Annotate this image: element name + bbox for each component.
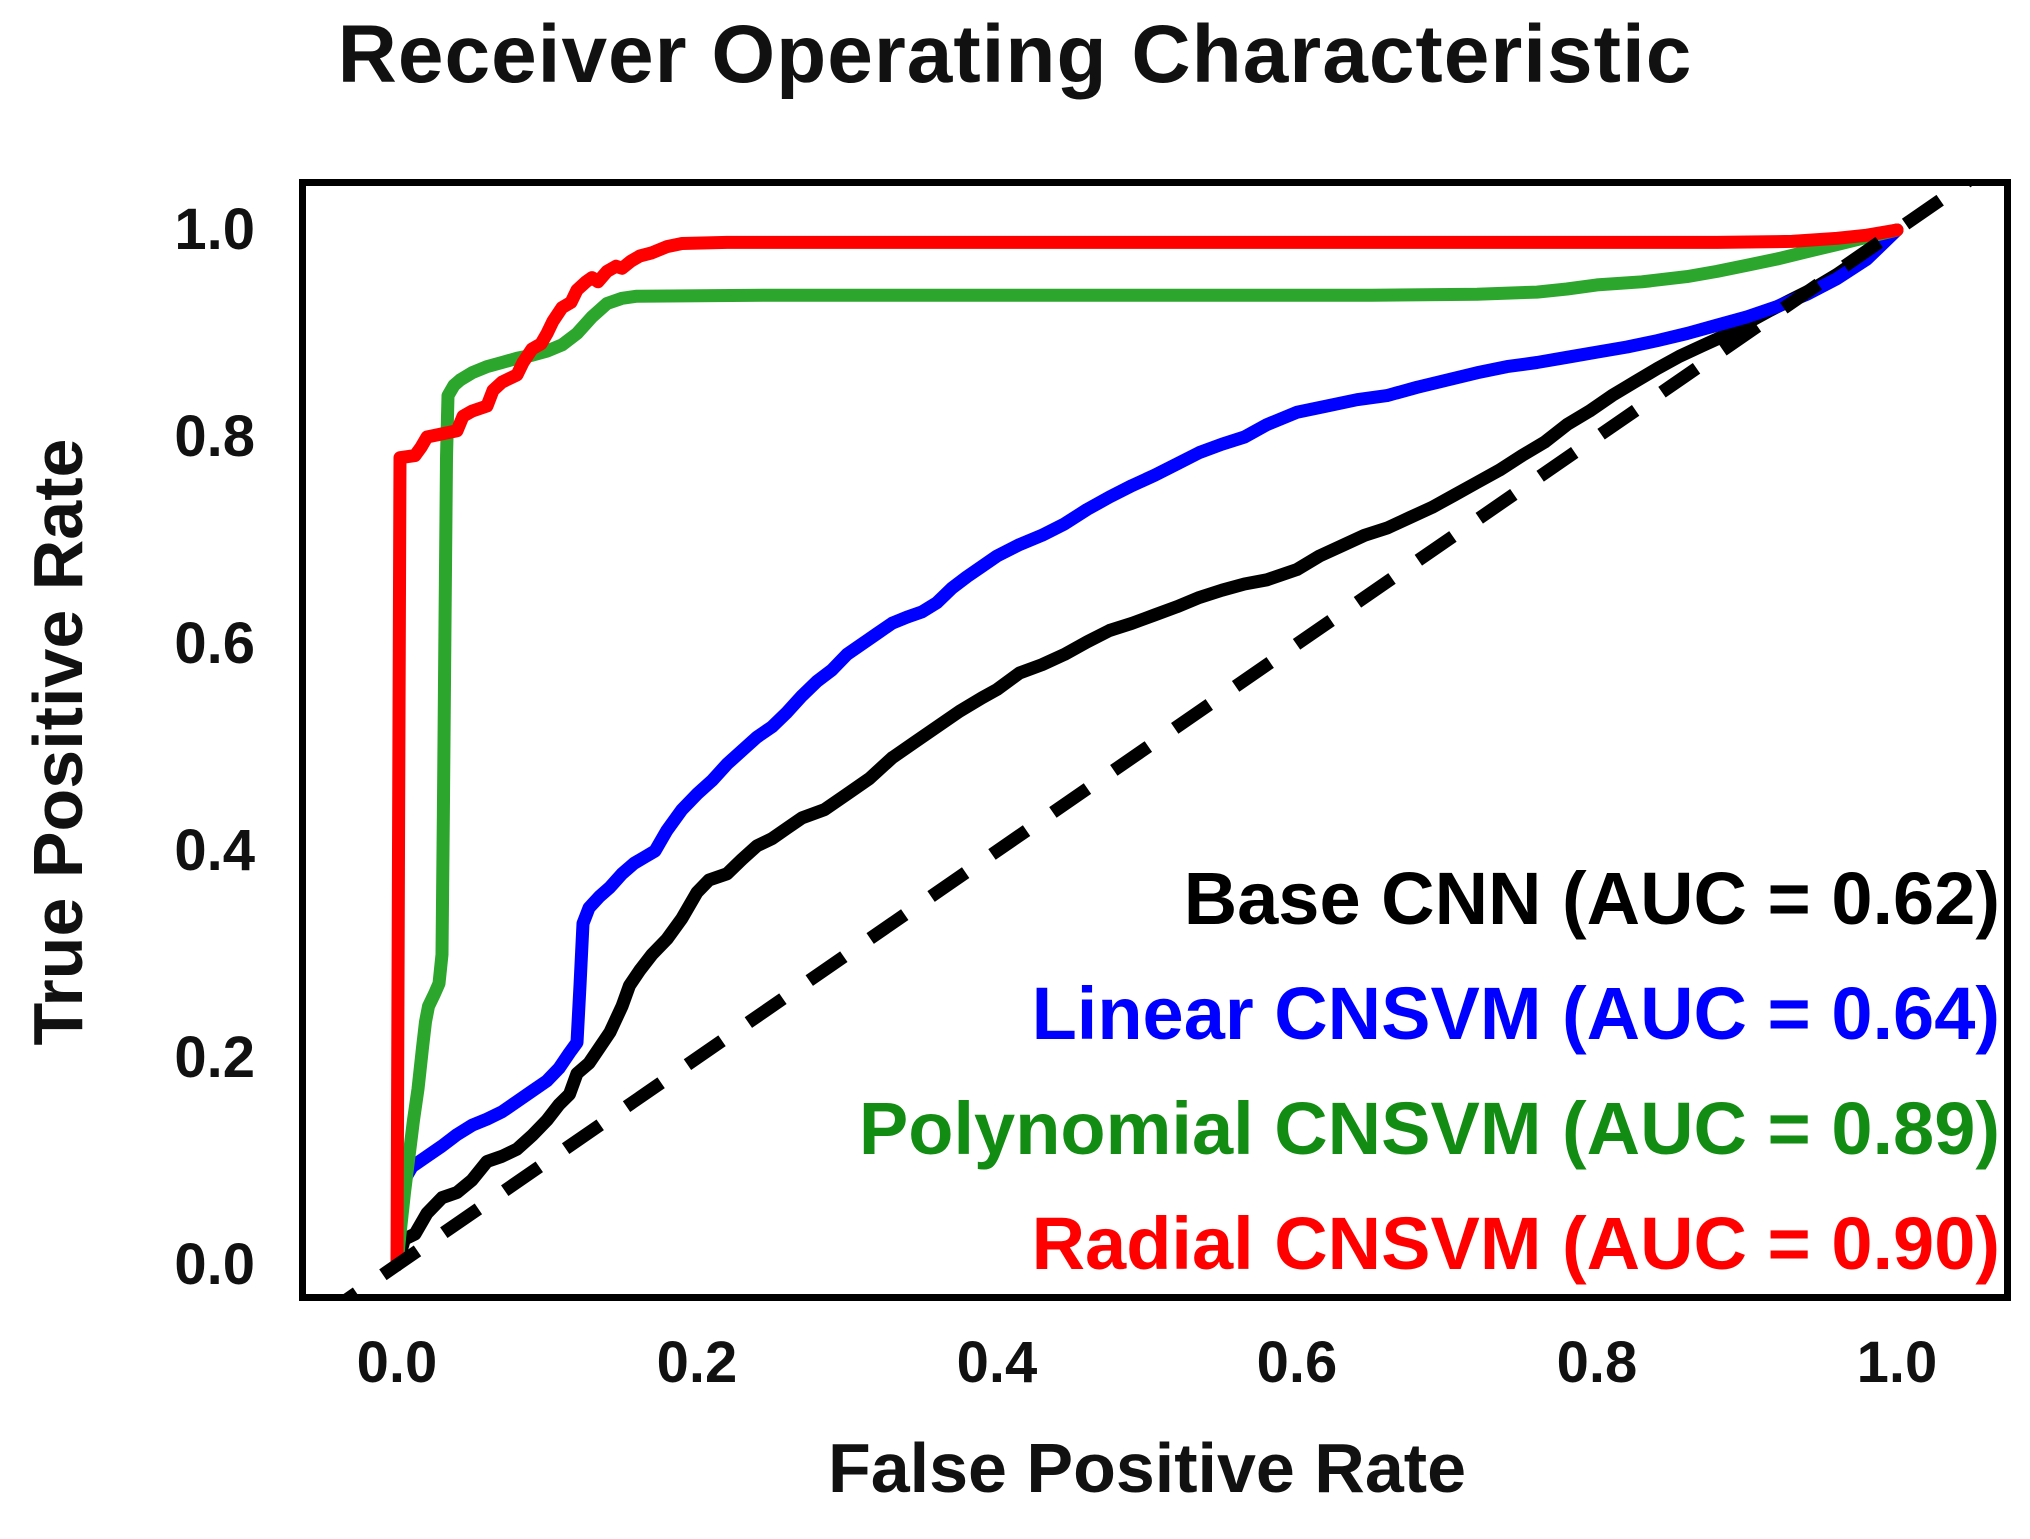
x-axis-label: False Positive Rate xyxy=(827,1429,1467,1507)
y-tick-label-0.2: 0.2 xyxy=(174,1025,255,1090)
y-tick-label-0.0: 0.0 xyxy=(174,1232,255,1297)
chart-title: Receiver Operating Characteristic xyxy=(337,9,1693,100)
y-tick-label-0.6: 0.6 xyxy=(174,611,255,676)
y-tick-label-0.8: 0.8 xyxy=(174,404,255,469)
legend-entry-0: Base CNN (AUC = 0.62) xyxy=(1183,857,2000,940)
x-tick-label-0.4: 0.4 xyxy=(956,1330,1038,1395)
x-tick-label-1.0: 1.0 xyxy=(1856,1330,1938,1395)
x-tick-label-0.0: 0.0 xyxy=(356,1330,438,1395)
y-tick-label-0.4: 0.4 xyxy=(174,818,255,883)
y-axis-label: True Positive Rate xyxy=(19,438,97,1046)
legend-entry-1: Linear CNSVM (AUC = 0.64) xyxy=(1031,972,2000,1055)
x-tick-label-0.2: 0.2 xyxy=(656,1330,738,1395)
legend-entry-2: Polynomial CNSVM (AUC = 0.89) xyxy=(858,1087,2000,1170)
x-tick-label-0.6: 0.6 xyxy=(1256,1330,1338,1395)
legend-entry-3: Radial CNSVM (AUC = 0.90) xyxy=(1031,1202,2000,1285)
y-tick-label-1.0: 1.0 xyxy=(174,197,255,262)
x-tick-label-0.8: 0.8 xyxy=(1556,1330,1638,1395)
